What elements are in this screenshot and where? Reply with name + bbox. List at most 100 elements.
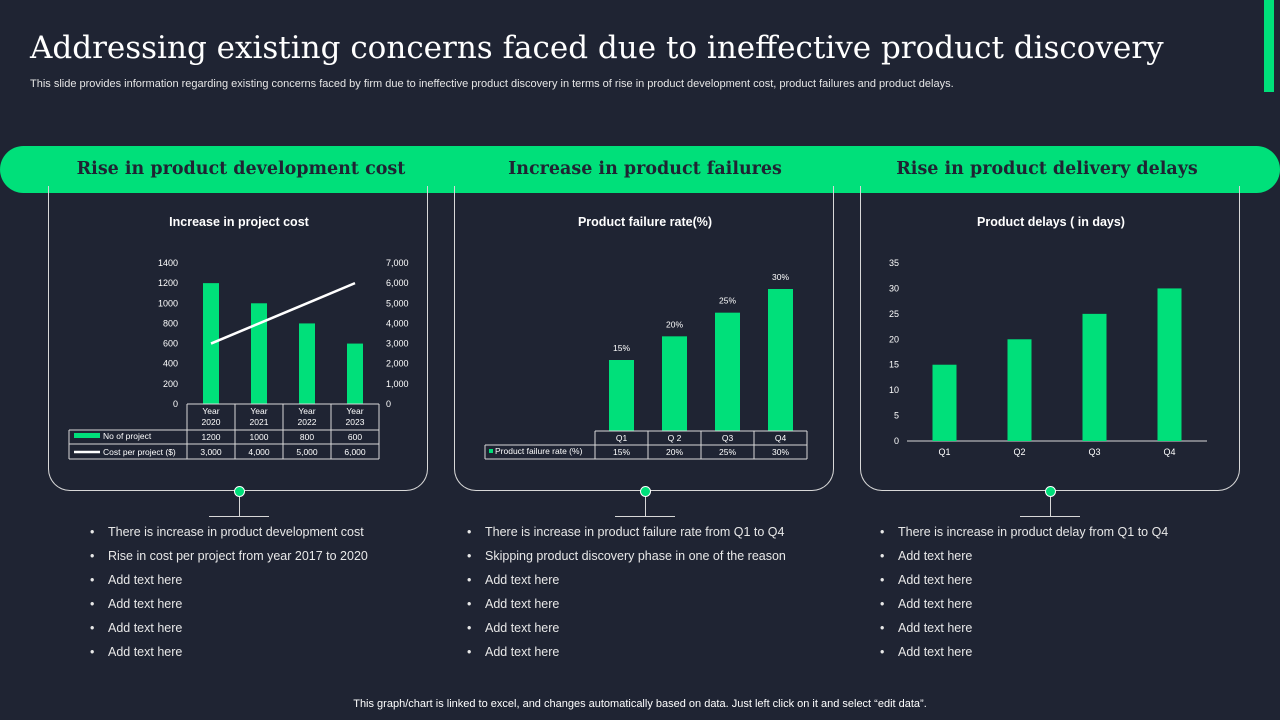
- y-tick-label-left: 200: [163, 379, 178, 389]
- y-tick-label-right: 0: [386, 399, 391, 409]
- x-tick-label: 2023: [346, 417, 365, 427]
- list-item: Add text here: [465, 570, 786, 594]
- connector-dot: [640, 486, 651, 497]
- list-item: Add text here: [88, 570, 368, 594]
- x-tick-label: Q4: [775, 433, 787, 443]
- data-label: 15%: [613, 343, 630, 353]
- list-item: Add text here: [465, 642, 786, 666]
- x-tick-label: Year: [202, 406, 219, 416]
- x-tick-label: Q1: [938, 447, 950, 457]
- legend-label: Cost per project ($): [103, 447, 176, 457]
- y-tick-label-right: 6,000: [386, 278, 409, 288]
- x-tick-label: Year: [298, 406, 315, 416]
- list-item: There is increase in product development…: [88, 522, 368, 546]
- list-item: There is increase in product delay from …: [878, 522, 1168, 546]
- accent-bar: [1264, 0, 1274, 92]
- y-tick-label: 10: [889, 385, 899, 395]
- connector-line: [1050, 497, 1051, 517]
- connector-line: [645, 497, 646, 517]
- list-item: Add text here: [878, 642, 1168, 666]
- x-tick-label: 2021: [250, 417, 269, 427]
- y-tick-label-left: 1400: [158, 258, 178, 268]
- y-tick-label-left: 400: [163, 359, 178, 369]
- connector-base: [209, 516, 269, 517]
- y-tick-label-right: 2,000: [386, 359, 409, 369]
- x-tick-label: Q3: [1088, 447, 1100, 457]
- bar: [609, 360, 634, 431]
- x-tick-label: Year: [250, 406, 267, 416]
- bar: [299, 323, 315, 404]
- y-tick-label-right: 1,000: [386, 379, 409, 389]
- list-item: Add text here: [878, 594, 1168, 618]
- list-item: There is increase in product failure rat…: [465, 522, 786, 546]
- y-tick-label-right: 7,000: [386, 258, 409, 268]
- table-cell: 1000: [250, 432, 269, 442]
- heading-product-failures: Increase in product failures: [508, 159, 782, 179]
- y-tick-label-left: 1000: [158, 298, 178, 308]
- connector-base: [1020, 516, 1080, 517]
- page-title: Addressing existing concerns faced due t…: [30, 30, 1164, 66]
- table-cell: 6,000: [344, 447, 366, 457]
- table-cell: 20%: [666, 447, 683, 457]
- connector-line: [239, 497, 240, 517]
- y-tick-label: 30: [889, 283, 899, 293]
- table-cell: 15%: [613, 447, 630, 457]
- bar: [1007, 339, 1032, 441]
- chart-title: Product delays ( in days): [977, 215, 1125, 229]
- bullet-list-development-cost: There is increase in product development…: [88, 522, 368, 666]
- legend-swatch: [489, 449, 493, 453]
- y-tick-label: 15: [889, 360, 899, 370]
- data-label: 30%: [772, 272, 789, 282]
- x-tick-label: Q2: [1013, 447, 1025, 457]
- bullet-list-delivery-delays: There is increase in product delay from …: [878, 522, 1168, 666]
- y-tick-label-right: 5,000: [386, 298, 409, 308]
- y-tick-label-left: 600: [163, 339, 178, 349]
- y-tick-label: 20: [889, 334, 899, 344]
- page-subtitle: This slide provides information regardin…: [30, 78, 954, 90]
- list-item: Add text here: [465, 618, 786, 642]
- x-tick-label: 2020: [202, 417, 221, 427]
- x-tick-label: 2022: [298, 417, 317, 427]
- failure-rate-chart[interactable]: Product failure rate(%) 15% 20% 25% 30% Q1 Q 2…: [455, 186, 835, 491]
- bullet-list-product-failures: There is increase in product failure rat…: [465, 522, 786, 666]
- project-cost-chart[interactable]: Increase in project cost 0 200 400 600 800 100…: [49, 186, 429, 491]
- x-tick-label: Q3: [722, 433, 734, 443]
- data-label: 20%: [666, 319, 683, 329]
- bar: [715, 312, 740, 431]
- table-cell: 3,000: [200, 447, 222, 457]
- footer-note: This graph/chart is linked to excel, and…: [353, 698, 927, 710]
- table-cell: 4,000: [248, 447, 270, 457]
- y-tick-label: 0: [894, 436, 899, 446]
- table-cell: 600: [348, 432, 362, 442]
- legend-label: Product failure rate (%): [495, 446, 583, 456]
- list-item: Add text here: [878, 570, 1168, 594]
- heading-development-cost: Rise in product development cost: [76, 159, 406, 179]
- y-tick-label-right: 3,000: [386, 339, 409, 349]
- chart-panel-failure-rate: Product failure rate(%) 15% 20% 25% 30% Q1 Q 2…: [454, 186, 834, 491]
- chart-title: Product failure rate(%): [578, 215, 712, 229]
- bar: [932, 364, 957, 441]
- connector-dot: [234, 486, 245, 497]
- bar: [347, 343, 363, 404]
- chart-panel-project-cost: Increase in project cost 0 200 400 600 800 100…: [48, 186, 428, 491]
- list-item: Add text here: [878, 618, 1168, 642]
- heading-delivery-delays: Rise in product delivery delays: [896, 159, 1198, 179]
- y-tick-label-right: 4,000: [386, 318, 409, 328]
- legend-swatch-bar: [74, 433, 100, 438]
- connector-base: [615, 516, 675, 517]
- bar: [251, 303, 267, 404]
- list-item: Add text here: [88, 618, 368, 642]
- table-cell: 5,000: [296, 447, 318, 457]
- product-delays-chart[interactable]: Product delays ( in days) 0 5 10 15 20 25 30 35 Q…: [861, 186, 1241, 491]
- bar: [1082, 313, 1107, 441]
- list-item: Rise in cost per project from year 2017 …: [88, 546, 368, 570]
- data-label: 25%: [719, 296, 736, 306]
- bar: [768, 289, 793, 431]
- y-tick-label-left: 800: [163, 318, 178, 328]
- y-tick-label-left: 1200: [158, 278, 178, 288]
- list-item: Skipping product discovery phase in one …: [465, 546, 786, 570]
- list-item: Add text here: [465, 594, 786, 618]
- x-tick-label: Q4: [1163, 447, 1175, 457]
- line-series: [210, 281, 356, 345]
- list-item: Add text here: [878, 546, 1168, 570]
